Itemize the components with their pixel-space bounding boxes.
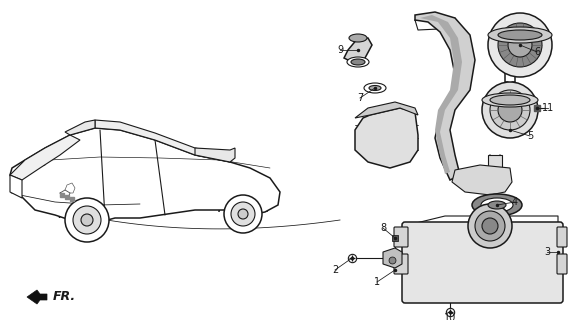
Ellipse shape (347, 57, 369, 67)
Circle shape (65, 198, 109, 242)
Polygon shape (27, 290, 47, 304)
Polygon shape (95, 120, 230, 162)
Ellipse shape (488, 201, 506, 209)
Circle shape (81, 214, 93, 226)
Text: 7: 7 (357, 93, 363, 103)
Polygon shape (10, 135, 80, 180)
Text: 1: 1 (374, 277, 380, 287)
Text: 10: 10 (444, 313, 456, 320)
Text: 9: 9 (337, 45, 343, 55)
Ellipse shape (482, 93, 538, 107)
FancyBboxPatch shape (557, 254, 567, 274)
Text: 4: 4 (512, 197, 518, 207)
Text: 3: 3 (544, 247, 550, 257)
Circle shape (482, 82, 538, 138)
Text: 2: 2 (332, 265, 338, 275)
Circle shape (508, 33, 532, 57)
Text: FR.: FR. (53, 291, 76, 303)
Polygon shape (195, 148, 235, 162)
Text: 5: 5 (527, 131, 533, 141)
Circle shape (498, 23, 542, 67)
Circle shape (498, 98, 522, 122)
Polygon shape (488, 155, 502, 188)
Polygon shape (344, 38, 372, 62)
Polygon shape (415, 12, 475, 180)
Ellipse shape (351, 59, 365, 65)
Circle shape (468, 204, 512, 248)
Ellipse shape (369, 85, 381, 91)
FancyBboxPatch shape (394, 227, 408, 247)
Polygon shape (10, 175, 22, 198)
Circle shape (73, 206, 101, 234)
Polygon shape (420, 15, 462, 174)
Polygon shape (10, 128, 280, 222)
Ellipse shape (472, 194, 522, 216)
Ellipse shape (349, 34, 367, 42)
Circle shape (475, 211, 505, 241)
FancyBboxPatch shape (394, 254, 408, 274)
Text: 8: 8 (380, 223, 386, 233)
Circle shape (224, 195, 262, 233)
Ellipse shape (481, 198, 513, 212)
FancyBboxPatch shape (557, 227, 567, 247)
Text: 6: 6 (534, 47, 540, 57)
Polygon shape (65, 120, 95, 135)
FancyBboxPatch shape (402, 222, 563, 303)
Polygon shape (355, 102, 418, 118)
Polygon shape (452, 165, 512, 195)
Ellipse shape (490, 95, 530, 105)
Ellipse shape (498, 30, 542, 40)
Circle shape (490, 90, 530, 130)
Ellipse shape (488, 27, 552, 43)
Text: 11: 11 (542, 103, 554, 113)
Circle shape (231, 202, 255, 226)
Polygon shape (383, 248, 402, 268)
Circle shape (488, 13, 552, 77)
Circle shape (238, 209, 248, 219)
Ellipse shape (364, 83, 386, 93)
Polygon shape (355, 108, 418, 168)
Circle shape (482, 218, 498, 234)
